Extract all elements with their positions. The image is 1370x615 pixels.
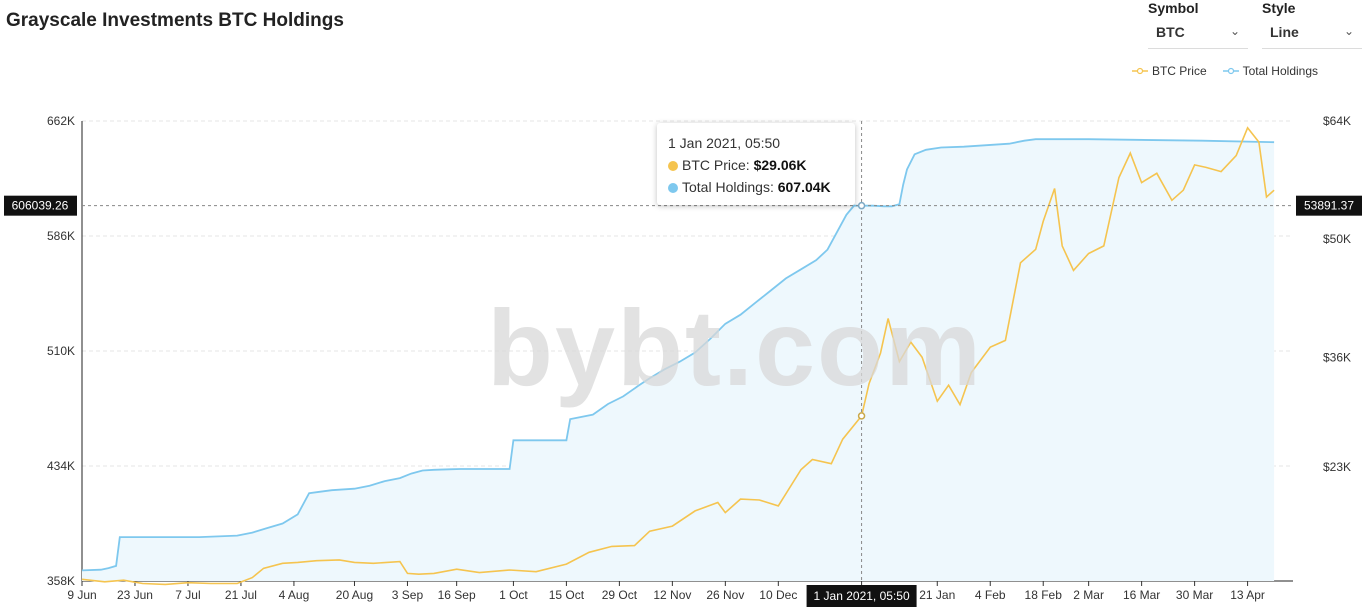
holdings-area [82,139,1275,581]
chart-legend: BTC Price Total Holdings [1131,64,1318,78]
tooltip-price-row: BTC Price: $29.06K [668,157,807,173]
legend-label: Total Holdings [1242,64,1318,78]
x-tick-label: 21 Jul [225,588,257,602]
symbol-value: BTC [1156,24,1185,40]
x-tick-label: 2 Mar [1073,588,1104,602]
y-left-tick-label: 434K [47,459,75,473]
tooltip-price-value: $29.06K [753,157,807,173]
price-series-line [81,126,1275,586]
tooltip-holdings-value: 607.04K [777,179,831,195]
tooltip-holdings-row: Total Holdings: 607.04K [668,179,831,195]
page-title: Grayscale Investments BTC Holdings [6,10,344,31]
legend-line-icon [1131,67,1148,75]
tooltip-holdings-label: Total Holdings: [682,179,774,195]
crosshair-x-label: 1 Jan 2021, 05:50 [814,589,910,603]
x-tick-label: 9 Jun [67,588,96,602]
style-value: Line [1270,24,1299,40]
y-left-tick-label: 358K [47,574,75,588]
symbol-selector: Symbol BTC ⌄ [1148,0,1248,49]
x-tick-label: 15 Oct [549,588,585,602]
holdings-series-line [81,138,1275,572]
tooltip-date: 1 Jan 2021, 05:50 [668,135,781,151]
y-right-tick-label: $64K [1323,114,1351,128]
crosshair-left-label-bg [4,195,77,216]
x-tick-label: 10 Dec [759,588,797,602]
price-dot-icon [668,161,678,171]
crosshair-price-point [857,412,866,420]
legend-item-btc-price[interactable]: BTC Price [1131,64,1207,78]
watermark-text: bybt.com [487,287,984,408]
y-right-tick-label: $36K [1323,350,1351,364]
x-tick-label: 4 Feb [975,588,1006,602]
holdings-dot-icon [668,183,678,193]
style-label: Style [1262,0,1296,16]
x-tick-label: 26 Nov [706,588,744,602]
symbol-dropdown[interactable]: BTC ⌄ [1148,22,1248,49]
x-tick-label: 16 Sep [438,588,476,602]
x-tick-label: 12 Nov [653,588,691,602]
x-tick-label: 20 Aug [336,588,373,602]
crosshair-left-label: 606039.26 [12,199,69,213]
chart-tooltip: 1 Jan 2021, 05:50 BTC Price: $29.06K Tot… [657,123,855,205]
x-tick-label: 18 Feb [1025,588,1063,602]
chevron-down-icon: ⌄ [1343,24,1354,38]
x-tick-label: 7 Jul [175,588,200,602]
x-tick-label: 1 Oct [499,588,528,602]
x-tick-label: 21 Jan [919,588,955,602]
chevron-down-icon: ⌄ [1229,24,1240,38]
y-left-tick-label: 586K [47,229,75,243]
x-tick-label: 16 Mar [1123,588,1160,602]
crosshair-holdings-point [857,201,866,210]
legend-label: BTC Price [1151,64,1207,78]
y-right-tick-label: $23K [1323,460,1351,474]
crosshair-right-label: 53891.37 [1304,199,1354,213]
crosshair-right-label-bg [1296,195,1362,216]
x-tick-label: 13 Apr [1230,588,1265,602]
symbol-label: Symbol [1148,0,1199,16]
style-selector: Style Line ⌄ [1262,0,1362,49]
x-tick-label: 30 Mar [1176,588,1213,602]
x-tick-label: 29 Oct [602,588,638,602]
style-dropdown[interactable]: Line ⌄ [1262,22,1362,49]
y-left-tick-label: 662K [47,114,75,128]
y-right-tick-label: $50K [1323,232,1351,246]
x-tick-label: 4 Aug [279,588,310,602]
x-tick-label: 23 Jun [117,588,153,602]
tooltip-price-label: BTC Price: [682,157,750,173]
x-tick-label: 3 Sep [392,588,424,602]
crosshair-x-label-bg [806,585,917,607]
legend-item-total-holdings[interactable]: Total Holdings [1222,64,1318,78]
legend-line-icon [1222,67,1239,75]
y-left-tick-label: 510K [47,344,75,358]
